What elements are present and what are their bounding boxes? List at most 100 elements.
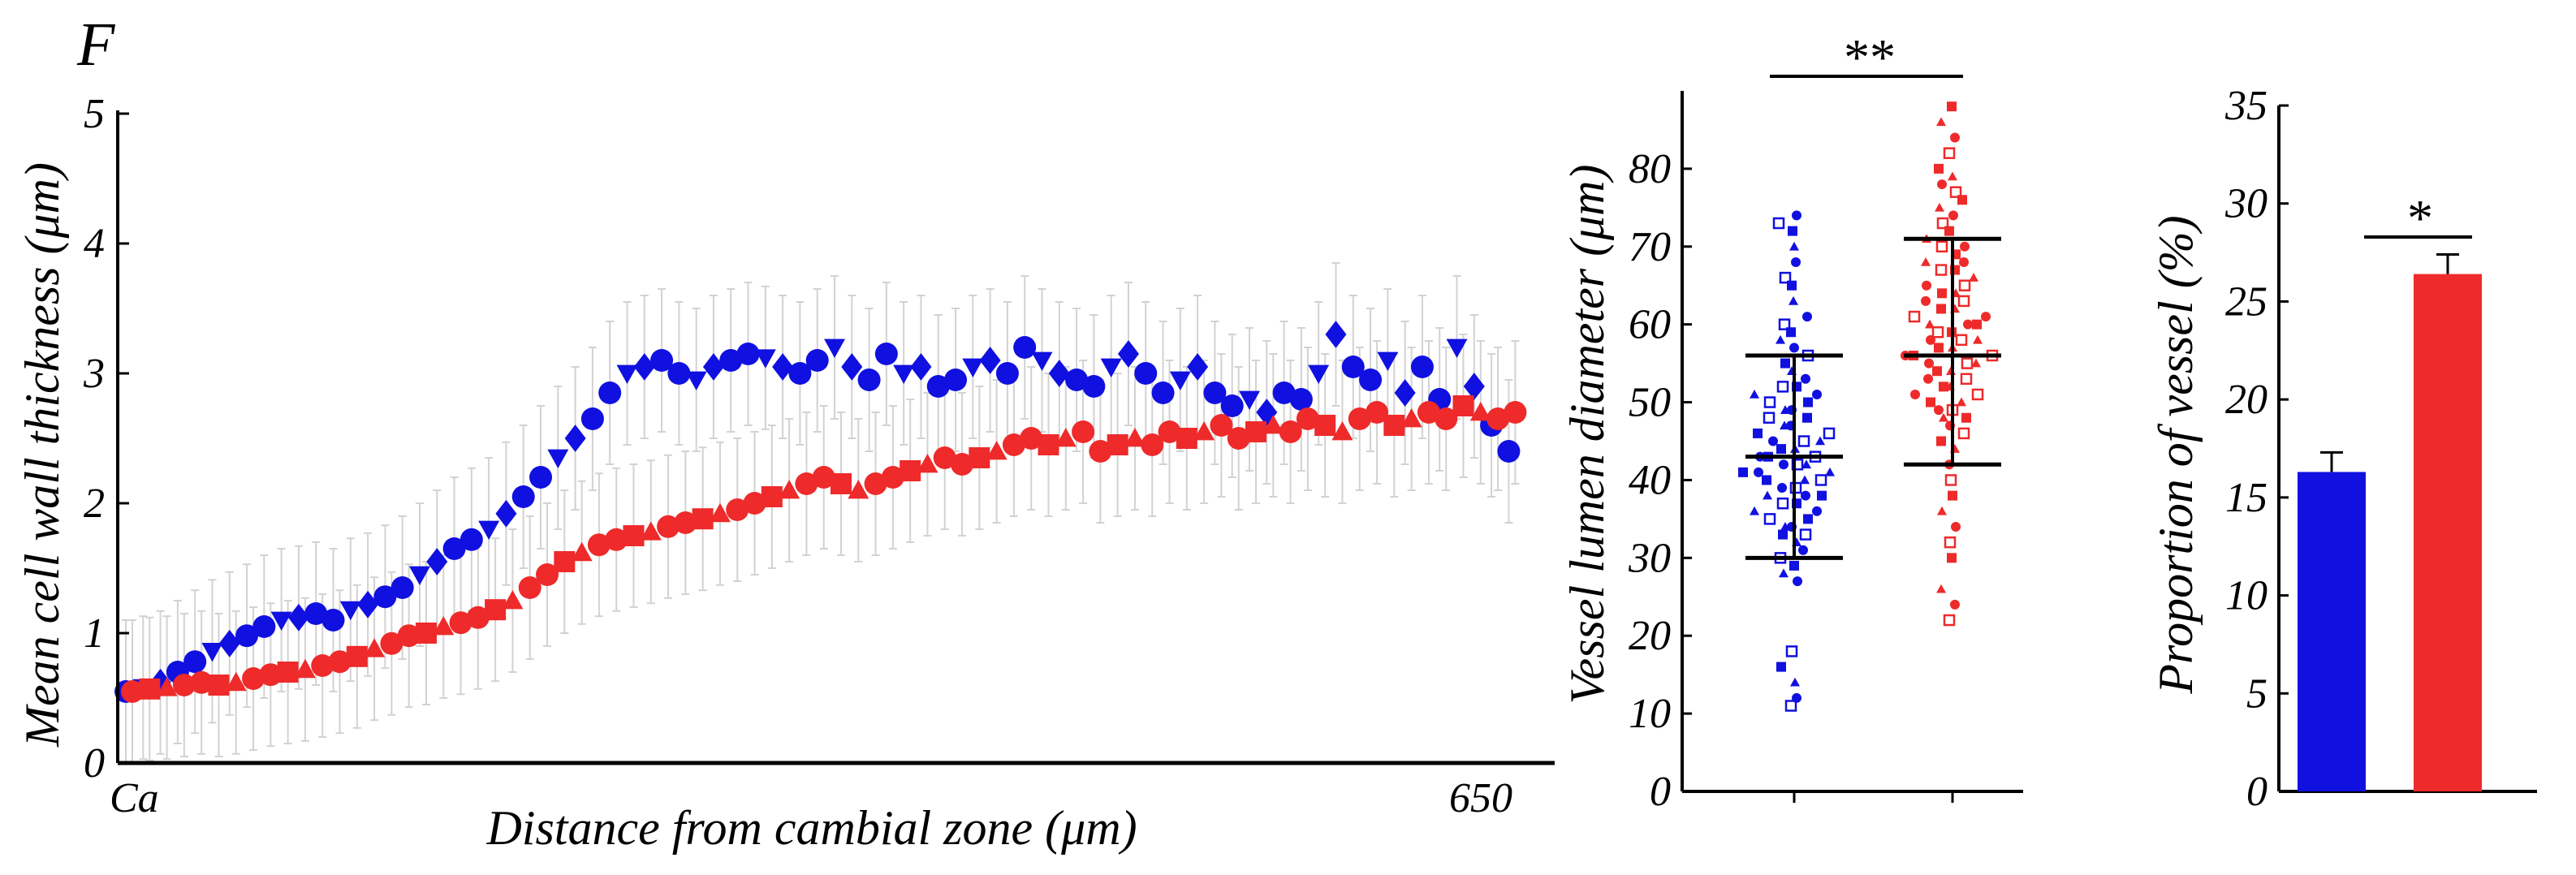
blue-point xyxy=(252,615,276,638)
y-tick-label: 15 xyxy=(2225,475,2267,521)
red-point xyxy=(1951,521,1961,532)
red-point xyxy=(709,502,731,523)
red-point xyxy=(933,446,956,469)
blue-point xyxy=(1801,373,1810,384)
red-point xyxy=(1925,319,1935,329)
red-point xyxy=(1908,310,1921,323)
red-point xyxy=(1934,405,1944,416)
blue-point xyxy=(1289,388,1313,411)
red-point xyxy=(554,551,576,572)
red-point xyxy=(1948,490,1957,501)
red-point xyxy=(311,654,334,677)
red-point xyxy=(1262,415,1284,434)
y-tick-label: 80 xyxy=(1629,146,1671,192)
blue-point xyxy=(650,349,674,372)
red-point xyxy=(640,521,662,541)
blue-point xyxy=(201,643,223,662)
blue-point xyxy=(304,602,328,625)
y-tick-label: 20 xyxy=(2225,377,2267,423)
red-point xyxy=(1435,407,1458,430)
blue-point xyxy=(1151,381,1175,404)
red-point xyxy=(1969,273,1978,282)
red-point xyxy=(1958,279,1971,291)
red-point xyxy=(587,533,611,557)
panel-label: F xyxy=(76,11,116,79)
red-point xyxy=(848,480,869,499)
blue-point xyxy=(1779,271,1792,284)
blue-point xyxy=(321,609,345,631)
red-point xyxy=(1176,428,1197,449)
red-point xyxy=(1957,427,1970,440)
red-point xyxy=(328,650,352,674)
red-point xyxy=(1963,319,1973,330)
y-axis-label: Proportion of vessel (%) xyxy=(2149,215,2203,694)
red-point xyxy=(1469,402,1491,421)
y-tick-label: 0 xyxy=(1650,769,1671,815)
red-bar xyxy=(2414,274,2482,792)
blue-point xyxy=(1791,256,1801,267)
y-axis-label: Mean cell wall thickness (μm) xyxy=(15,162,69,748)
blue-point xyxy=(1410,356,1434,378)
blue-point xyxy=(1789,560,1799,571)
y-tick-label: 50 xyxy=(1629,380,1671,426)
red-point xyxy=(1921,295,1931,306)
blue-point xyxy=(1814,474,1827,486)
blue-point xyxy=(1792,692,1801,703)
red-point xyxy=(726,498,749,521)
red-point xyxy=(969,447,990,468)
blue-point xyxy=(1815,436,1825,446)
red-point xyxy=(1948,210,1958,221)
blue-point xyxy=(926,375,950,398)
red-point xyxy=(1296,407,1319,430)
blue-point xyxy=(1048,360,1070,387)
blue-point xyxy=(857,369,881,391)
red-point xyxy=(1936,304,1946,314)
red-point xyxy=(190,670,214,694)
red-point xyxy=(951,453,974,476)
blue-point xyxy=(633,353,655,381)
red-point xyxy=(1937,288,1947,299)
blue-point xyxy=(598,381,622,404)
blue-point xyxy=(1790,677,1800,687)
red-point xyxy=(208,675,230,696)
red-point xyxy=(346,645,368,667)
red-point xyxy=(1141,433,1164,456)
red-point xyxy=(1924,358,1934,369)
blue-point xyxy=(841,353,863,381)
y-tick-label: 2 xyxy=(84,481,105,527)
red-point xyxy=(1960,241,1970,252)
red-point xyxy=(294,658,316,679)
blue-point xyxy=(1394,379,1416,407)
blue-point xyxy=(1776,444,1786,455)
red-point xyxy=(779,480,800,499)
red-point xyxy=(1935,202,1944,212)
x-tick-label-end: 650 xyxy=(1449,775,1512,821)
red-point xyxy=(1279,420,1302,443)
red-point xyxy=(1939,381,1948,392)
red-point xyxy=(1957,397,1966,407)
blue-point xyxy=(1797,435,1810,447)
blue-point xyxy=(1778,529,1788,540)
blue-point xyxy=(1780,521,1790,531)
blue-point xyxy=(1341,356,1365,378)
blue-point xyxy=(390,576,414,599)
red-point xyxy=(1504,401,1527,424)
red-point xyxy=(1936,584,1946,593)
blue-point xyxy=(1803,514,1813,524)
blue-point xyxy=(1031,351,1053,371)
blue-point xyxy=(1750,506,1759,515)
blue-point xyxy=(511,485,535,508)
red-point xyxy=(1124,428,1146,447)
red-point xyxy=(156,677,178,696)
blue-point xyxy=(373,585,397,609)
red-point xyxy=(1107,434,1128,455)
blue-point xyxy=(1169,371,1191,390)
blue-point xyxy=(788,362,812,385)
red-point xyxy=(380,631,403,655)
y-tick-label: 60 xyxy=(1629,302,1671,348)
blue-point xyxy=(1377,351,1399,371)
red-point xyxy=(743,492,766,515)
red-point xyxy=(1452,395,1474,416)
red-point xyxy=(1936,217,1949,230)
